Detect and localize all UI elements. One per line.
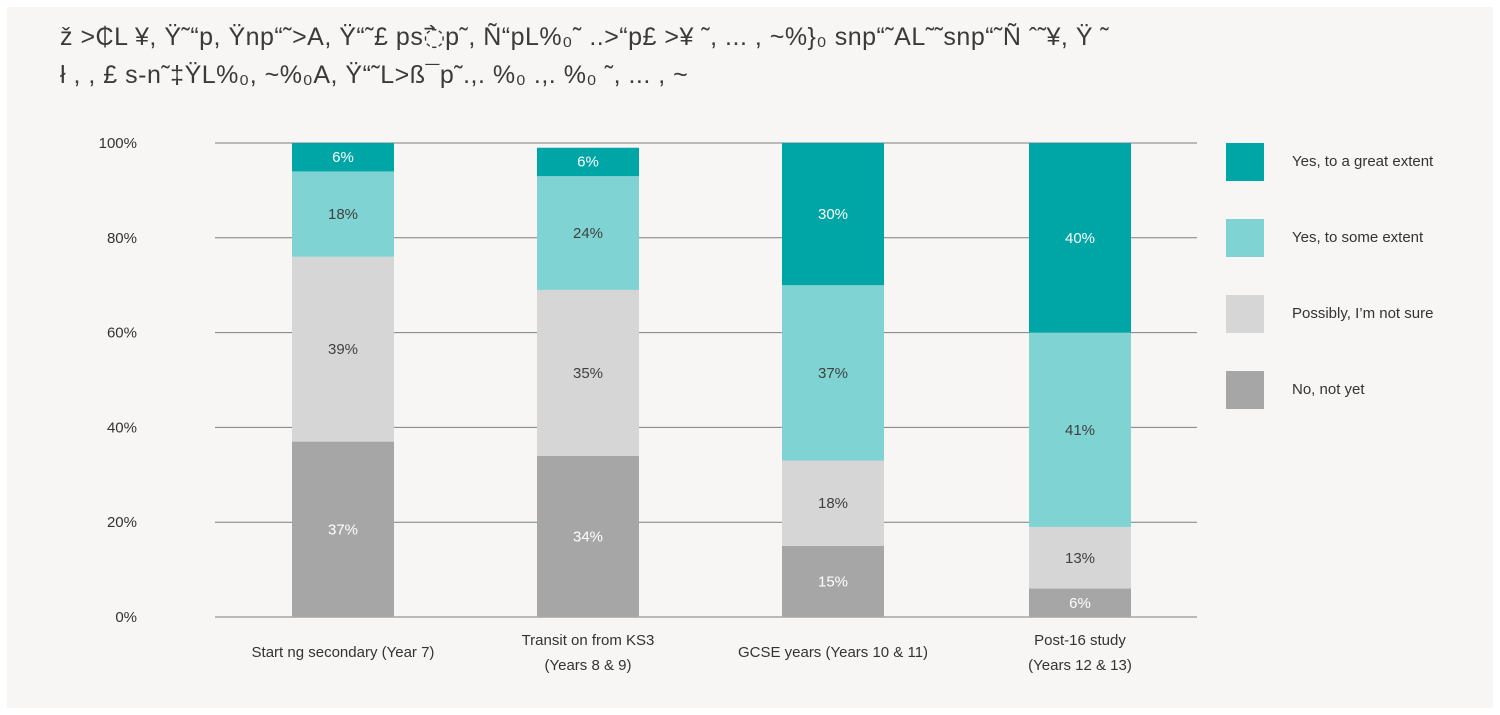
- data-label: 35%: [573, 365, 603, 382]
- bar-segment-no: [782, 545, 884, 617]
- data-label: 39%: [328, 341, 358, 358]
- legend-label: Yes, to a great extent: [1292, 153, 1434, 170]
- x-axis-label-line: Post-16 study: [1034, 632, 1126, 649]
- legend-swatch-no: [1226, 371, 1264, 409]
- data-label: 34%: [573, 528, 603, 545]
- legend-label: No, not yet: [1292, 381, 1365, 398]
- x-axis-label-line: GCSE years (Years 10 & 11): [737, 644, 929, 661]
- legend-item-unsure: Possibly, I’m not sure: [1226, 295, 1486, 333]
- data-label: 30%: [818, 206, 848, 223]
- data-label: 6%: [332, 149, 354, 166]
- data-label: 18%: [328, 206, 358, 223]
- bar-segment-unsure: [782, 460, 884, 546]
- bar-segment-no: [1029, 588, 1131, 617]
- bar-segment-some: [1029, 332, 1131, 527]
- chart-title: ž >₵L ¥, Ÿ˜“p, Ÿnp“˜>A, Ÿ“˜£ ps߯p˜, Ñ“pL…: [60, 18, 1480, 94]
- y-tick-label: 60%: [107, 325, 137, 342]
- x-axis-label: Post-16 study (Years 12 & 13): [960, 628, 1200, 678]
- x-axis-label-line: Transit on from KS3: [521, 632, 655, 649]
- legend-swatch-great: [1226, 143, 1264, 181]
- data-label: 18%: [818, 495, 848, 512]
- bar-segment-unsure: [292, 256, 394, 442]
- data-label: 37%: [818, 365, 848, 382]
- x-axis-label-line: (Years 12 & 13): [1028, 657, 1132, 674]
- legend-label: Yes, to some extent: [1292, 229, 1424, 246]
- x-axis-label: Transit on from KS3 (Years 8 & 9): [468, 628, 708, 678]
- legend-item-great: Yes, to a great extent: [1226, 143, 1486, 181]
- bar-segment-some: [537, 176, 639, 290]
- legend-label: Possibly, I’m not sure: [1292, 305, 1434, 322]
- bar-segment-great: [1029, 143, 1131, 333]
- data-label: 6%: [577, 154, 599, 171]
- bar-segment-some: [292, 171, 394, 257]
- chart-frame: [7, 7, 1493, 708]
- y-tick-label: 0%: [115, 609, 137, 626]
- legend-item-no: No, not yet: [1226, 371, 1486, 409]
- legend: Yes, to a great extent Yes, to some exte…: [1226, 143, 1486, 447]
- y-axis-tick-labels: 0% 20% 40% 60% 80% 100%: [99, 135, 137, 626]
- y-tick-label: 40%: [107, 419, 137, 436]
- x-axis-label-line: (Years 8 & 9): [544, 657, 632, 674]
- x-axis-label-line: Start ng secondary (Year 7): [251, 644, 435, 661]
- data-label: 6%: [1069, 595, 1091, 612]
- data-label: 15%: [818, 573, 848, 590]
- chart-title-line-2: ł , , £ s-n˜‡ŸL%₀, ~%₀A, Ÿ“˜L>ß¯p˜.,. %₀…: [60, 61, 689, 89]
- x-axis-label: GCSE years (Years 10 & 11): [713, 640, 953, 665]
- bars: [292, 143, 1131, 617]
- legend-item-some: Yes, to some extent: [1226, 219, 1486, 257]
- bar-segment-great: [537, 147, 639, 177]
- legend-swatch-unsure: [1226, 295, 1264, 333]
- bar-segment-great: [292, 143, 394, 172]
- data-label: 41%: [1065, 422, 1095, 439]
- chart-title-line-1: ž >₵L ¥, Ÿ˜“p, Ÿnp“˜>A, Ÿ“˜£ ps߯p˜, Ñ“pL…: [60, 23, 1110, 51]
- legend-swatch-some: [1226, 219, 1264, 257]
- bar-segment-unsure: [537, 289, 639, 456]
- data-label: 37%: [328, 521, 358, 538]
- y-tick-label: 20%: [107, 514, 137, 531]
- bar-segment-no: [537, 455, 639, 617]
- y-tick-label: 100%: [99, 135, 137, 152]
- x-axis-label: Start ng secondary (Year 7): [223, 640, 463, 665]
- bar-segment-no: [292, 441, 394, 617]
- bar-segment-some: [782, 285, 884, 461]
- data-label: 24%: [573, 225, 603, 242]
- data-label: 40%: [1065, 230, 1095, 247]
- bar-segment-great: [782, 143, 884, 286]
- y-tick-label: 80%: [107, 230, 137, 247]
- bar-segment-unsure: [1029, 526, 1131, 589]
- data-label: 13%: [1065, 550, 1095, 567]
- data-labels: 37% 39% 18% 6% 34% 35% 24% 6% 15% 18% 37% 30% 6% 13% 4…: [328, 149, 1095, 612]
